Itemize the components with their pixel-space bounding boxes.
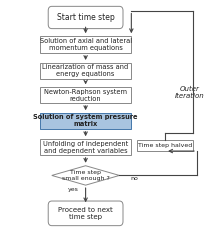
Text: Outer
Iteration: Outer Iteration xyxy=(175,86,205,99)
Text: Time step
small enough ?: Time step small enough ? xyxy=(62,170,110,181)
Text: Linearization of mass and
energy equations: Linearization of mass and energy equatio… xyxy=(42,64,129,77)
Text: yes: yes xyxy=(68,187,79,192)
Text: Newton-Raphson system
reduction: Newton-Raphson system reduction xyxy=(44,89,127,102)
Text: Time step halved: Time step halved xyxy=(138,143,192,148)
Text: no: no xyxy=(130,176,138,181)
Text: Proceed to next
time step: Proceed to next time step xyxy=(58,207,113,220)
Text: Unfolding of independent
and dependent variables: Unfolding of independent and dependent v… xyxy=(43,141,128,154)
FancyBboxPatch shape xyxy=(40,36,131,53)
Polygon shape xyxy=(52,166,119,185)
FancyBboxPatch shape xyxy=(40,139,131,155)
FancyBboxPatch shape xyxy=(48,201,123,226)
FancyBboxPatch shape xyxy=(137,140,193,151)
Text: Start time step: Start time step xyxy=(57,13,115,22)
Text: Solution of axial and lateral
momentum equations: Solution of axial and lateral momentum e… xyxy=(40,38,132,51)
FancyBboxPatch shape xyxy=(40,113,131,129)
FancyBboxPatch shape xyxy=(40,63,131,79)
FancyBboxPatch shape xyxy=(40,87,131,103)
Text: Solution of system pressure
matrix: Solution of system pressure matrix xyxy=(33,114,138,127)
FancyBboxPatch shape xyxy=(48,6,123,29)
